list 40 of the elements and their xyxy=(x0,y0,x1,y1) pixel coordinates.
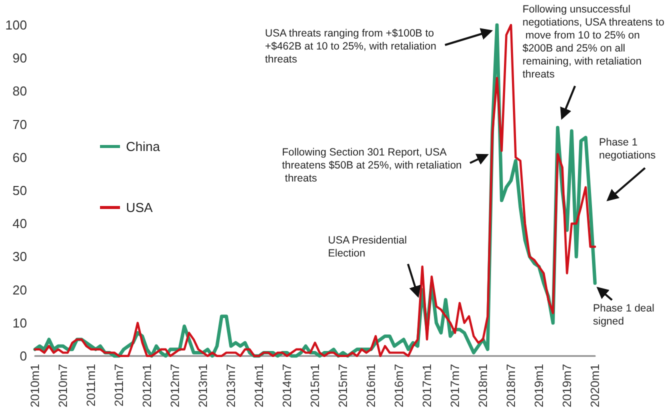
x-tick-label: 2016m7 xyxy=(392,364,406,408)
annotation: Phase 1 deal signed xyxy=(593,302,658,328)
y-tick-label: 20 xyxy=(12,282,27,298)
y-tick-label: 0 xyxy=(20,348,27,364)
y-tick-label: 90 xyxy=(12,50,27,66)
annotation: USA Presidential Election xyxy=(328,234,410,260)
x-tick-label: 2010m7 xyxy=(56,364,70,408)
x-tick-label: 2015m7 xyxy=(336,364,350,408)
y-tick-label: 10 xyxy=(12,315,27,330)
text: Phase 1 negotiations xyxy=(599,136,656,162)
x-tick-label: 2012m1 xyxy=(140,364,154,408)
legend-label: China xyxy=(126,139,161,154)
x-tick-label: 2011m1 xyxy=(84,364,98,406)
y-tick-label: 80 xyxy=(12,84,27,99)
y-tick-label: 40 xyxy=(12,216,27,232)
y-tick-label: 50 xyxy=(12,183,27,198)
x-tick-label: 2018m7 xyxy=(504,364,518,408)
x-tick-label: 2018m1 xyxy=(476,364,490,408)
x-tick-label: 2017m7 xyxy=(448,364,462,408)
x-tick-label: 2019m7 xyxy=(560,364,574,408)
x-tick-label: 2014m1 xyxy=(252,364,266,408)
annotation: Following Section 301 Report, USA threatens $50B at 25%, with retaliation threats xyxy=(282,146,462,184)
y-tick-label: 60 xyxy=(12,150,27,165)
y-tick-label: 100 xyxy=(5,18,27,32)
x-tick-label: 2010m1 xyxy=(28,364,42,408)
x-tick-label: 2020m1 xyxy=(588,364,602,408)
x-tick-label: 2012m7 xyxy=(168,364,182,408)
legend-label: USA xyxy=(126,200,154,215)
y-tick-label: 70 xyxy=(12,116,27,132)
x-tick-label: 2017m1 xyxy=(420,364,434,408)
x-tick-label: 2019m1 xyxy=(532,364,546,408)
x-tick-label: 2015m1 xyxy=(308,364,322,408)
annotation: Following unsuccessful negotiations, USA threatens to move from 10 to 25% on $200B and 25% on all remaining, with retaliation threats xyxy=(522,4,665,80)
x-tick-label: 2013m1 xyxy=(196,364,210,408)
x-tick-label: 2013m7 xyxy=(224,364,238,408)
x-tick-label: 2016m1 xyxy=(364,364,378,408)
x-tick-label: 2014m7 xyxy=(280,364,294,408)
annotation: USA threats ranging from +$100B to +$462B at 10 to 25%, with retaliation threats xyxy=(265,28,440,66)
x-tick-label: 2011m7 xyxy=(112,364,126,406)
y-tick-label: 30 xyxy=(12,249,27,264)
